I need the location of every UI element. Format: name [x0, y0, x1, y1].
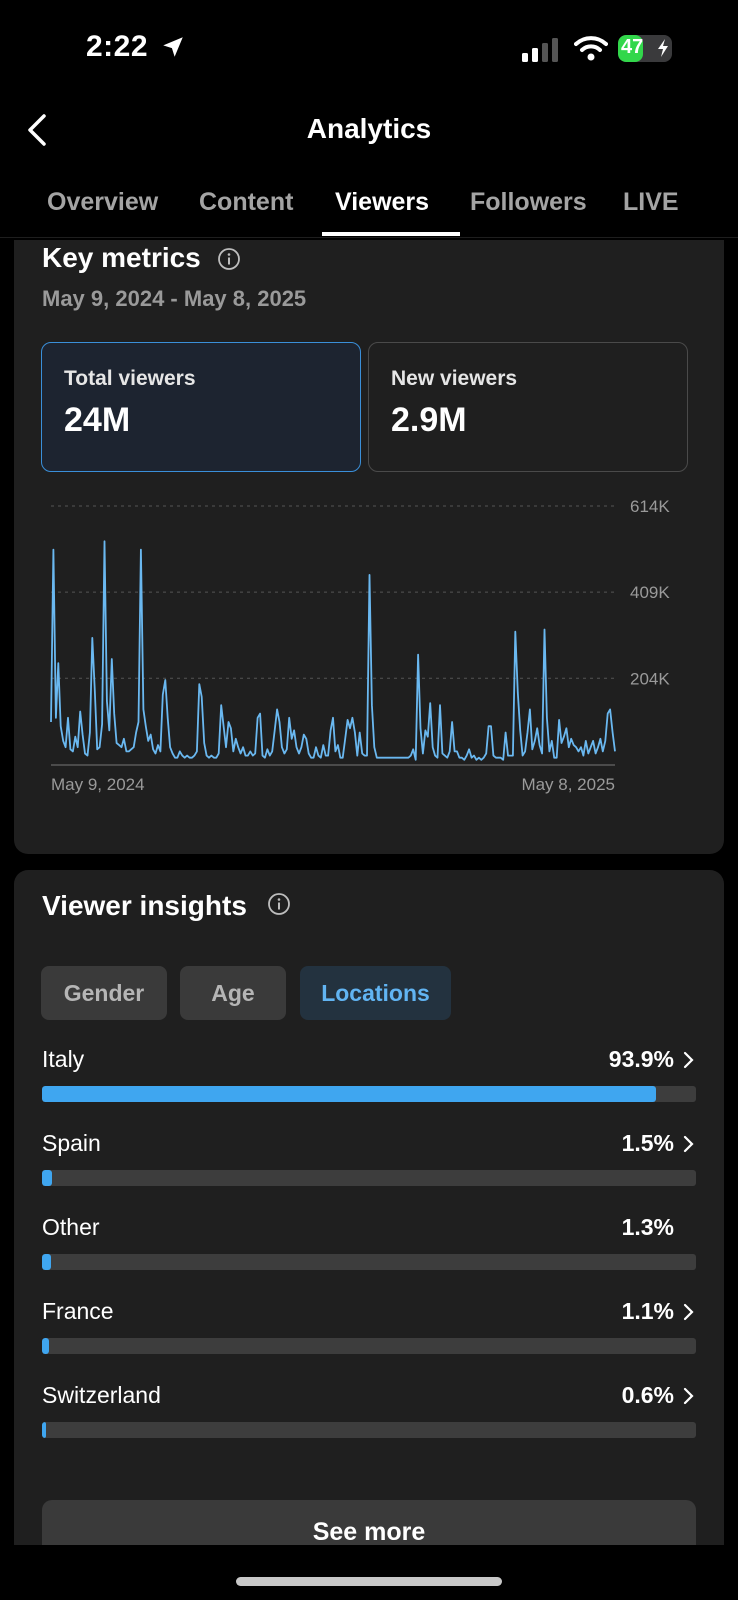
key-metrics-title: Key metrics	[42, 242, 201, 273]
location-name: Spain	[42, 1130, 101, 1156]
bottom-safe-area	[0, 1545, 738, 1600]
battery-indicator: 47	[618, 35, 672, 62]
y-tick-label: 409K	[630, 583, 670, 602]
location-bar-fill	[42, 1170, 52, 1186]
metric-total-viewers[interactable]: Total viewers 24M	[41, 342, 361, 472]
location-bar-fill	[42, 1086, 657, 1102]
wifi-icon	[574, 36, 608, 61]
viewer-insights-card: Viewer insights Gender Age Locations Ita…	[14, 870, 724, 1570]
viewers-line-chart: 614K 409K 204K May 9, 2024 May 8, 2025	[50, 497, 670, 794]
metric-new-viewers[interactable]: New viewers 2.9M	[368, 342, 688, 472]
tab-viewers[interactable]: Viewers	[335, 188, 430, 216]
location-percent: 1.3%	[621, 1214, 674, 1240]
y-tick-label: 204K	[630, 669, 670, 688]
status-bar: 2:22 47	[0, 0, 738, 100]
tab-content[interactable]: Content	[199, 188, 294, 216]
location-bar-track	[42, 1422, 696, 1438]
metric-value: 2.9M	[391, 401, 467, 439]
status-time: 2:22	[86, 30, 149, 63]
battery-percent: 47	[621, 36, 644, 58]
y-tick-label: 614K	[630, 497, 670, 516]
info-icon[interactable]	[267, 892, 291, 916]
analytics-tabs: Overview Content Viewers Followers LIVE	[0, 178, 738, 238]
location-percent: 1.5%	[621, 1130, 674, 1156]
location-name: Italy	[42, 1046, 85, 1072]
location-name: France	[42, 1298, 114, 1324]
location-percent: 93.9%	[608, 1046, 674, 1072]
battery-charging-icon	[658, 39, 668, 57]
location-percent: 0.6%	[621, 1382, 674, 1408]
tab-followers[interactable]: Followers	[470, 188, 587, 216]
chevron-right-icon[interactable]	[682, 1302, 696, 1322]
chevron-right-icon[interactable]	[682, 1386, 696, 1406]
home-indicator[interactable]	[236, 1577, 502, 1586]
chart-series-line	[50, 540, 616, 761]
x-tick-label-start: May 9, 2024	[51, 775, 145, 794]
location-name: Other	[42, 1214, 100, 1240]
info-icon[interactable]	[217, 247, 241, 271]
chevron-right-icon[interactable]	[682, 1050, 696, 1070]
active-tab-indicator	[322, 232, 460, 236]
x-tick-label-end: May 8, 2025	[521, 775, 615, 794]
tab-age[interactable]: Age	[180, 966, 286, 1020]
viewer-insights-title: Viewer insights	[42, 890, 247, 921]
tab-gender[interactable]: Gender	[41, 966, 167, 1020]
tab-locations[interactable]: Locations	[300, 966, 451, 1020]
location-bar-fill	[42, 1254, 51, 1270]
location-row[interactable]: Switzerland 0.6%	[42, 1382, 696, 1452]
battery-fill	[618, 35, 644, 62]
metric-label: Total viewers	[64, 367, 196, 390]
metric-label: New viewers	[391, 367, 518, 390]
chevron-right-icon[interactable]	[682, 1134, 696, 1154]
location-row[interactable]: Italy 93.9%	[42, 1046, 696, 1116]
date-range: May 9, 2024 - May 8, 2025	[42, 286, 307, 311]
location-bar-fill	[42, 1338, 50, 1354]
location-arrow-icon	[163, 37, 183, 57]
metric-value: 24M	[64, 401, 131, 439]
location-bar-track	[42, 1170, 696, 1186]
location-row[interactable]: France 1.1%	[42, 1298, 696, 1368]
location-row[interactable]: Spain 1.5%	[42, 1130, 696, 1200]
page-title: Analytics	[306, 113, 432, 144]
location-bar-track	[42, 1254, 696, 1270]
location-percent: 1.1%	[621, 1298, 674, 1324]
location-bar-track	[42, 1338, 696, 1354]
chevron-left-icon[interactable]	[24, 112, 52, 148]
location-bar-fill	[42, 1422, 46, 1438]
key-metrics-card: Key metrics May 9, 2024 - May 8, 2025 To…	[14, 240, 724, 854]
location-bar-track	[42, 1086, 696, 1102]
location-row: Other 1.3%	[42, 1214, 696, 1284]
cellular-signal-icon	[522, 38, 558, 62]
tab-live[interactable]: LIVE	[623, 188, 679, 216]
location-name: Switzerland	[42, 1382, 161, 1408]
tab-overview[interactable]: Overview	[47, 188, 159, 216]
